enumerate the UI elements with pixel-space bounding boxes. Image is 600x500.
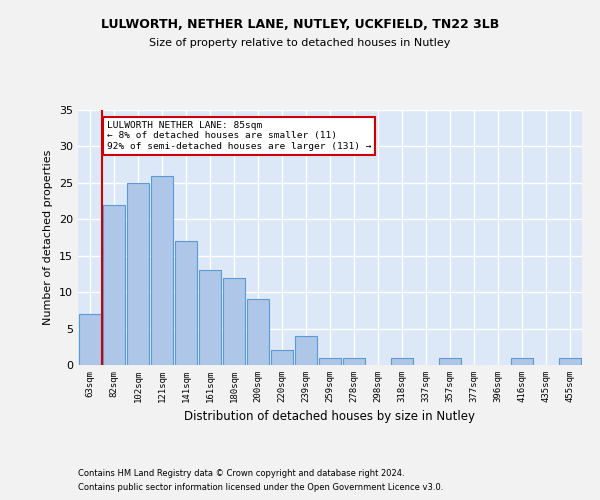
Bar (439, 358, 461, 365)
Bar (175, 241, 197, 365)
Bar (79, 314, 101, 365)
Y-axis label: Number of detached properties: Number of detached properties (43, 150, 53, 325)
Bar (151, 176, 173, 365)
Text: Contains HM Land Registry data © Crown copyright and database right 2024.: Contains HM Land Registry data © Crown c… (78, 468, 404, 477)
Bar (319, 358, 341, 365)
Bar (391, 358, 413, 365)
Bar (559, 358, 581, 365)
Bar (199, 270, 221, 365)
Bar (511, 358, 533, 365)
Text: Size of property relative to detached houses in Nutley: Size of property relative to detached ho… (149, 38, 451, 48)
Bar (271, 350, 293, 365)
X-axis label: Distribution of detached houses by size in Nutley: Distribution of detached houses by size … (185, 410, 476, 424)
Text: LULWORTH NETHER LANE: 85sqm
← 8% of detached houses are smaller (11)
92% of semi: LULWORTH NETHER LANE: 85sqm ← 8% of deta… (107, 121, 371, 150)
Text: Contains public sector information licensed under the Open Government Licence v3: Contains public sector information licen… (78, 484, 443, 492)
Bar (295, 336, 317, 365)
Bar (103, 204, 125, 365)
Bar (343, 358, 365, 365)
Bar (247, 300, 269, 365)
Bar (223, 278, 245, 365)
Bar (127, 183, 149, 365)
Text: LULWORTH, NETHER LANE, NUTLEY, UCKFIELD, TN22 3LB: LULWORTH, NETHER LANE, NUTLEY, UCKFIELD,… (101, 18, 499, 30)
